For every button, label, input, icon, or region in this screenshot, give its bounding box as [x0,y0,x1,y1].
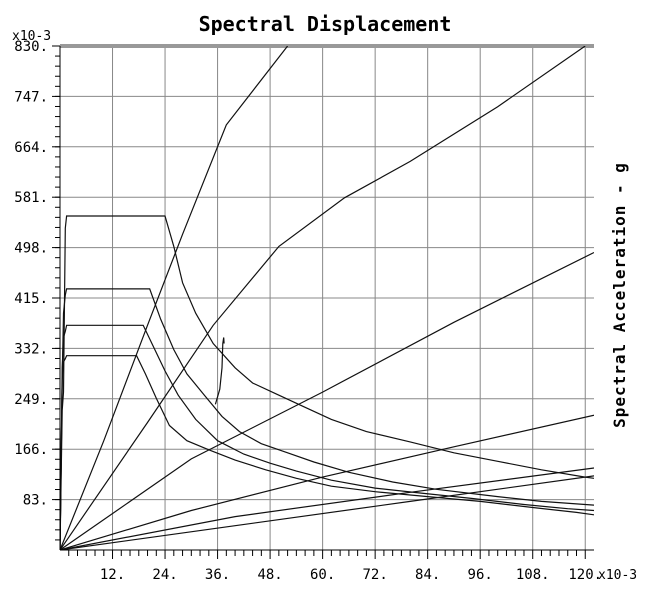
x-tick-label: 24. [152,567,177,583]
y-tick-label: 83. [23,493,48,509]
y-tick-label: 830. [14,39,48,55]
x-tick-label: 36. [205,567,230,583]
x-tick-label: 48. [257,567,282,583]
series-line-5 [214,337,225,405]
x-tick-label: 72. [362,567,387,583]
y-tick-label: 581. [14,190,48,206]
x-tick-label: 108. [516,567,550,583]
series-line-3 [60,324,594,550]
x-tick-label: 60. [310,567,335,583]
y-tick-label: 415. [14,291,48,307]
x-multiplier: x10-3 [598,568,637,583]
y-tick-label: 498. [14,241,48,257]
y-tick-label: 332. [14,341,48,357]
series-line-10 [60,467,594,550]
x-tick-label: 120. [568,567,602,583]
x-tick-label: 84. [415,567,440,583]
chart-title: Spectral Displacement [199,12,452,36]
series-line-2 [60,288,594,550]
y-tick-label: 664. [14,140,48,156]
series-line-8 [60,251,594,550]
secondary-y-axis-label: Spectral Acceleration - g [610,162,629,428]
series-line-7 [60,46,586,550]
x-tick-label: 12. [100,567,125,583]
series-line-11 [60,475,594,550]
series-line-1 [60,215,594,550]
series-line-6 [60,46,289,550]
axis-layer: 12. 24. 36. 48. 60. 72. 84. 96. 108. 120. 83. 166. 2… [14,39,602,583]
y-tick-label: 747. [14,89,48,105]
y-tick-label: 249. [14,392,48,408]
series-line-9 [60,414,594,550]
y-multiplier: x10-3 [12,29,51,44]
series-line-4 [60,355,594,550]
series-layer [60,46,594,550]
grid-layer [60,44,594,550]
y-tick-label: 166. [14,442,48,458]
x-tick-label: 96. [468,567,493,583]
